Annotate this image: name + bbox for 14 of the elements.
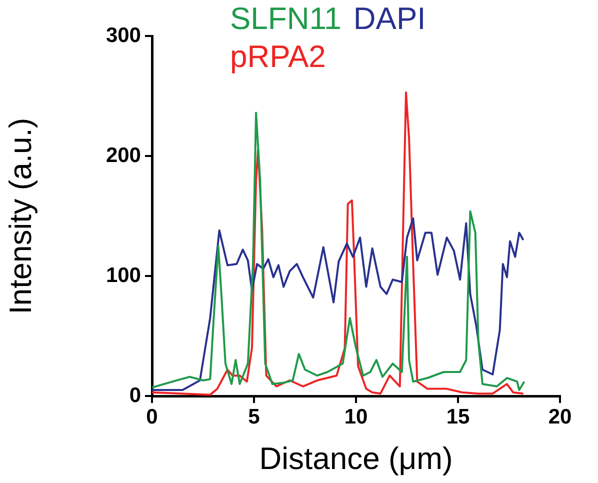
y-tick-label: 0 [129,384,141,407]
x-tick-label: 5 [248,405,260,428]
y-tick-label: 200 [106,144,141,167]
y-tick-label: 300 [106,24,141,47]
text: DAPI [353,0,426,38]
x-axis-title: Distance (μm) [259,440,453,476]
x-tick-label: 10 [344,405,368,428]
text: SLFN11 [230,0,342,38]
y-axis-title: Intensity (a.u.) [3,118,38,314]
x-tick-label: 0 [146,405,158,428]
text: pRPA2 [230,38,326,76]
x-tick-label: 20 [548,405,572,428]
y-tick-label: 100 [106,264,141,287]
x-tick-label: 15 [446,405,470,428]
